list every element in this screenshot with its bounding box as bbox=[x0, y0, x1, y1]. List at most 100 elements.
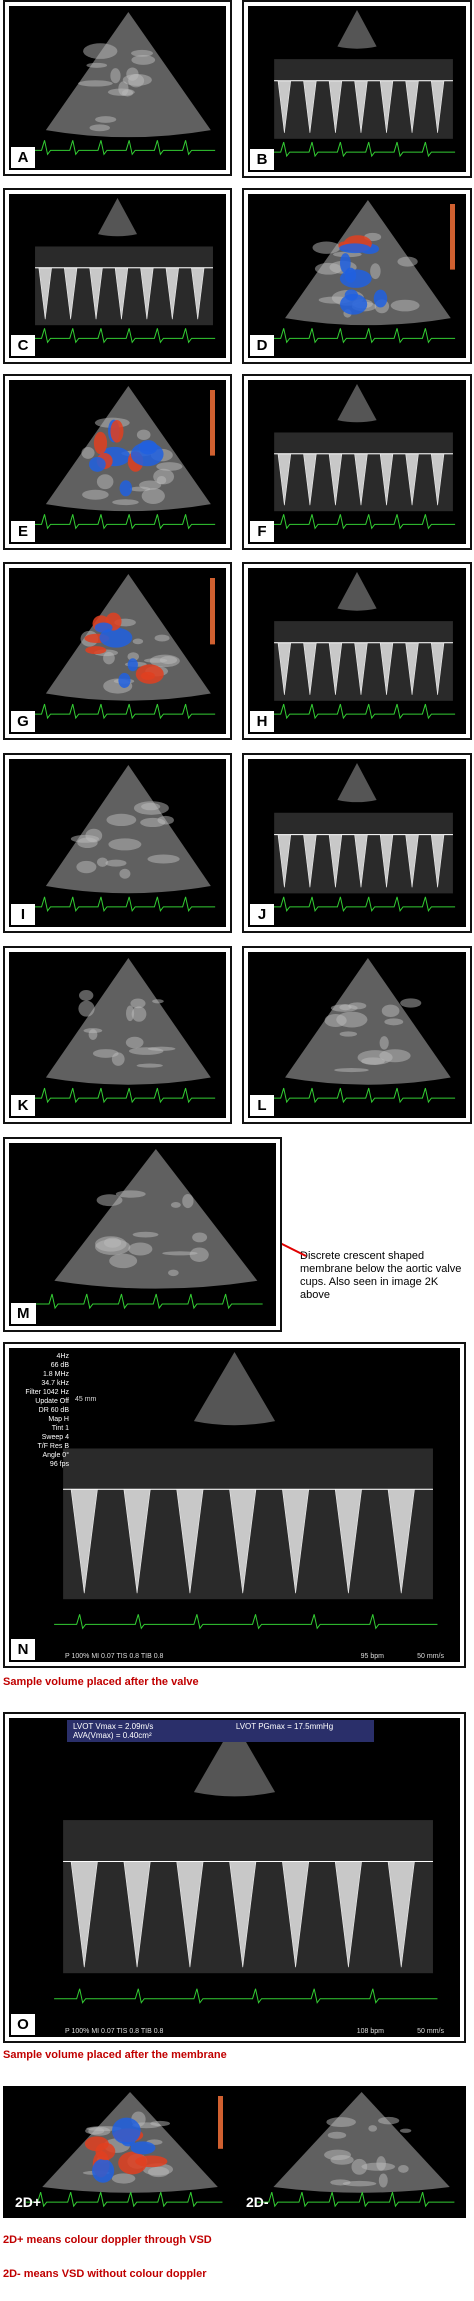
setting: 34.7 kHz bbox=[41, 1380, 69, 1387]
tissue bbox=[88, 1029, 98, 1040]
panel-label: J bbox=[250, 904, 274, 925]
colour-bar bbox=[450, 204, 455, 270]
measurement: LVOT PGmax = 17.5mmHg bbox=[235, 1722, 334, 1731]
colour-flow bbox=[94, 622, 113, 633]
sector bbox=[337, 763, 377, 803]
tissue bbox=[182, 1193, 194, 1209]
tissue bbox=[77, 837, 98, 849]
colour-flow bbox=[138, 440, 158, 455]
sweep-speed: 50 mm/s bbox=[417, 1653, 444, 1660]
panel-label: M bbox=[11, 1303, 36, 1324]
tissue bbox=[312, 241, 341, 254]
echo-panel: N 4Hz 66 dB 1.8 MHz 34.7 kHz Filter 1042 Hz Up… bbox=[3, 1342, 466, 1668]
echo-panel: E bbox=[3, 374, 232, 550]
panel-label: L bbox=[250, 1095, 274, 1116]
tissue bbox=[370, 263, 381, 280]
tissue bbox=[381, 1004, 400, 1018]
panel-label: 2D+ bbox=[15, 2194, 42, 2210]
echo-panel: D bbox=[242, 188, 472, 364]
colour-flow bbox=[99, 627, 133, 648]
echo-panel: C bbox=[3, 188, 232, 364]
echo-image bbox=[248, 952, 466, 1118]
ecg-trace bbox=[30, 514, 216, 530]
colour-flow bbox=[85, 646, 107, 655]
tissue bbox=[108, 838, 142, 851]
tissue bbox=[83, 43, 118, 59]
echo-image bbox=[234, 2086, 466, 2218]
echo-image bbox=[9, 1143, 276, 1326]
setting: 66 dB bbox=[50, 1362, 69, 1369]
panel-label: N bbox=[11, 1639, 35, 1660]
tissue bbox=[156, 475, 167, 485]
tissue bbox=[379, 1036, 389, 1050]
tissue bbox=[152, 999, 164, 1004]
panel-label: H bbox=[250, 711, 274, 732]
colour-flow bbox=[127, 658, 138, 672]
tissue bbox=[109, 1253, 138, 1269]
tissue bbox=[79, 990, 94, 1001]
echo-panel: 2D+ bbox=[3, 2086, 234, 2218]
panel-label: C bbox=[11, 335, 35, 356]
colour-bar bbox=[210, 390, 215, 456]
tissue bbox=[397, 256, 418, 267]
ecg-trace bbox=[269, 514, 456, 530]
tissue bbox=[156, 462, 183, 471]
tissue bbox=[189, 1247, 209, 1262]
caption: Sample volume placed after the valve bbox=[3, 1676, 199, 1688]
setting: Angle 0° bbox=[42, 1452, 69, 1459]
tissue bbox=[159, 656, 178, 665]
echo-panel: M bbox=[3, 1137, 282, 1332]
sector bbox=[337, 384, 377, 423]
sector bbox=[285, 958, 451, 1085]
ecg-trace bbox=[30, 328, 216, 344]
setting: 1.8 MHz bbox=[42, 1371, 69, 1378]
tissue bbox=[78, 80, 113, 87]
caption: Sample volume placed after the membrane bbox=[3, 2049, 227, 2061]
tissue bbox=[361, 2162, 396, 2171]
echo-image bbox=[9, 380, 226, 544]
colour-bar bbox=[210, 578, 215, 645]
tissue bbox=[339, 1031, 358, 1037]
echo-image bbox=[9, 568, 226, 734]
setting: DR 60 dB bbox=[38, 1407, 69, 1414]
echo-panel: L bbox=[242, 946, 472, 1124]
colour-flow bbox=[95, 2142, 116, 2161]
tissue bbox=[361, 1057, 385, 1065]
footer: P 100% MI 0.07 TIS 0.8 TIB 0.8 bbox=[65, 1653, 164, 1660]
tissue bbox=[170, 1201, 181, 1208]
tissue bbox=[96, 474, 114, 490]
tissue bbox=[384, 1018, 404, 1026]
sector bbox=[285, 200, 451, 326]
tissue bbox=[157, 815, 174, 825]
tissue bbox=[112, 499, 139, 506]
tissue bbox=[128, 1242, 153, 1256]
colour-flow bbox=[89, 456, 106, 472]
tissue bbox=[131, 1006, 147, 1022]
setting: 4Hz bbox=[56, 1353, 69, 1360]
echo-panel: 2D- bbox=[234, 2086, 466, 2218]
sector bbox=[193, 1722, 276, 1797]
sector bbox=[97, 198, 138, 237]
tissue bbox=[107, 88, 135, 96]
tissue bbox=[105, 859, 127, 867]
ecg-trace bbox=[30, 703, 216, 720]
measurement-bar: LVOT Vmax = 2.09m/s LVOT PGmax = 17.5mmHg… bbox=[67, 1720, 374, 1742]
panel-label: K bbox=[11, 1095, 35, 1116]
ecg-trace bbox=[54, 1614, 438, 1630]
tissue bbox=[139, 480, 162, 490]
sector bbox=[337, 572, 377, 611]
ecg-trace bbox=[54, 1988, 438, 2004]
sector bbox=[337, 10, 377, 49]
echo-panel: O LVOT Vmax = 2.09m/s LVOT PGmax = 17.5mmH… bbox=[3, 1712, 466, 2043]
colour-flow bbox=[93, 431, 108, 455]
setting: Map H bbox=[48, 1416, 69, 1423]
tissue bbox=[348, 1002, 367, 1010]
echo-image bbox=[248, 568, 466, 734]
panel-label: E bbox=[11, 521, 35, 542]
tissue bbox=[76, 860, 97, 874]
tissue bbox=[95, 116, 117, 123]
sector bbox=[193, 1352, 276, 1426]
sector bbox=[45, 958, 211, 1085]
annotation: Discrete crescent shaped membrane below … bbox=[300, 1250, 462, 1301]
